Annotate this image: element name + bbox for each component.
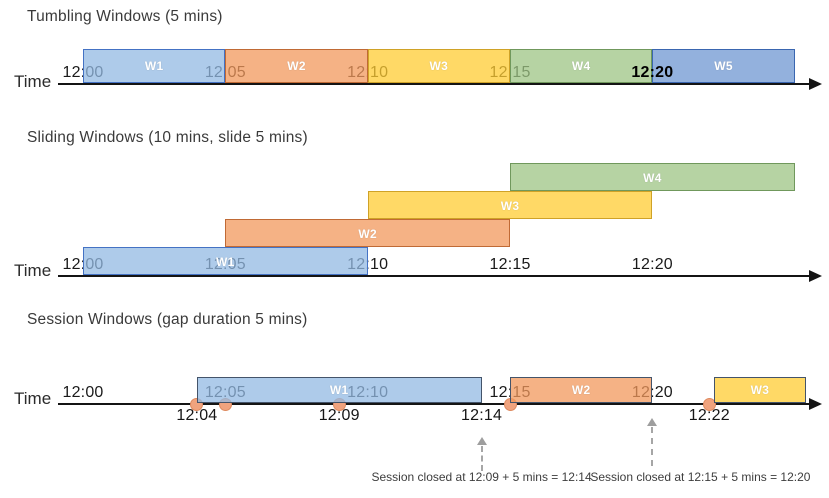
window-w1: W1 xyxy=(196,377,482,403)
window-label-w1: W1 xyxy=(329,383,349,397)
tumbling-timeline-line xyxy=(58,83,812,85)
event-time-label-1204: 12:04 xyxy=(176,407,218,424)
window-w1: W1 xyxy=(83,49,226,83)
session-section-title: Session Windows (gap duration 5 mins) xyxy=(27,311,308,328)
session-closed-annotation-1: Session closed at 12:09 + 5 mins = 12:14 xyxy=(371,470,592,484)
window-label-w3: W3 xyxy=(429,59,449,73)
event-time-label-1214: 12:14 xyxy=(461,407,503,424)
window-label-w5: W5 xyxy=(714,59,733,73)
tumbling-time-axis-label: Time xyxy=(14,72,52,91)
window-label-w4: W4 xyxy=(571,59,591,73)
dashed-arrow-stem xyxy=(651,427,654,466)
event-time-label-1222: 12:22 xyxy=(688,407,730,424)
time-tick-1200: 12:00 xyxy=(62,384,104,401)
session-timeline-line xyxy=(58,403,812,405)
window-label-w4: W4 xyxy=(643,171,662,185)
window-w4: W4 xyxy=(510,163,795,191)
event-time-label-1209: 12:09 xyxy=(318,407,360,424)
tumbling-section-title: Tumbling Windows (5 mins) xyxy=(27,8,223,25)
window-w3: W3 xyxy=(713,377,807,403)
window-label-w1: W1 xyxy=(144,59,164,73)
window-w2: W2 xyxy=(225,49,368,83)
window-w4: W4 xyxy=(510,49,653,83)
window-w5: W5 xyxy=(652,49,795,83)
window-w3: W3 xyxy=(367,49,511,83)
time-tick-1220: 12:20 xyxy=(631,256,673,273)
dashed-arrow-up-icon xyxy=(647,418,658,426)
window-label-w2: W2 xyxy=(287,59,306,73)
sliding-section-title: Sliding Windows (10 mins, slide 5 mins) xyxy=(27,129,308,146)
session-timeline-arrowhead-icon xyxy=(809,398,822,410)
session-time-axis-label: Time xyxy=(14,389,52,408)
window-label-w3: W3 xyxy=(750,383,770,397)
window-label-w3: W3 xyxy=(500,199,520,213)
window-label-w2: W2 xyxy=(358,227,377,241)
window-label-w1: W1 xyxy=(216,255,235,269)
sliding-timeline-arrowhead-icon xyxy=(809,270,822,282)
window-w1: W1 xyxy=(83,247,368,275)
time-tick-1220: 12:20 xyxy=(631,64,674,81)
tumbling-timeline-arrowhead-icon xyxy=(809,78,822,90)
dashed-arrow-up-icon xyxy=(476,437,487,445)
session-closed-annotation-2: Session closed at 12:15 + 5 mins = 12:20 xyxy=(590,470,811,484)
window-w3: W3 xyxy=(367,191,653,219)
time-tick-1215: 12:15 xyxy=(489,256,531,273)
dashed-arrow-stem xyxy=(480,446,483,471)
window-w2: W2 xyxy=(225,219,511,247)
sliding-time-axis-label: Time xyxy=(14,261,52,280)
window-w2: W2 xyxy=(510,377,653,403)
sliding-timeline-line xyxy=(58,275,812,277)
window-label-w2: W2 xyxy=(571,383,591,397)
event-dot-1222 xyxy=(702,397,716,411)
